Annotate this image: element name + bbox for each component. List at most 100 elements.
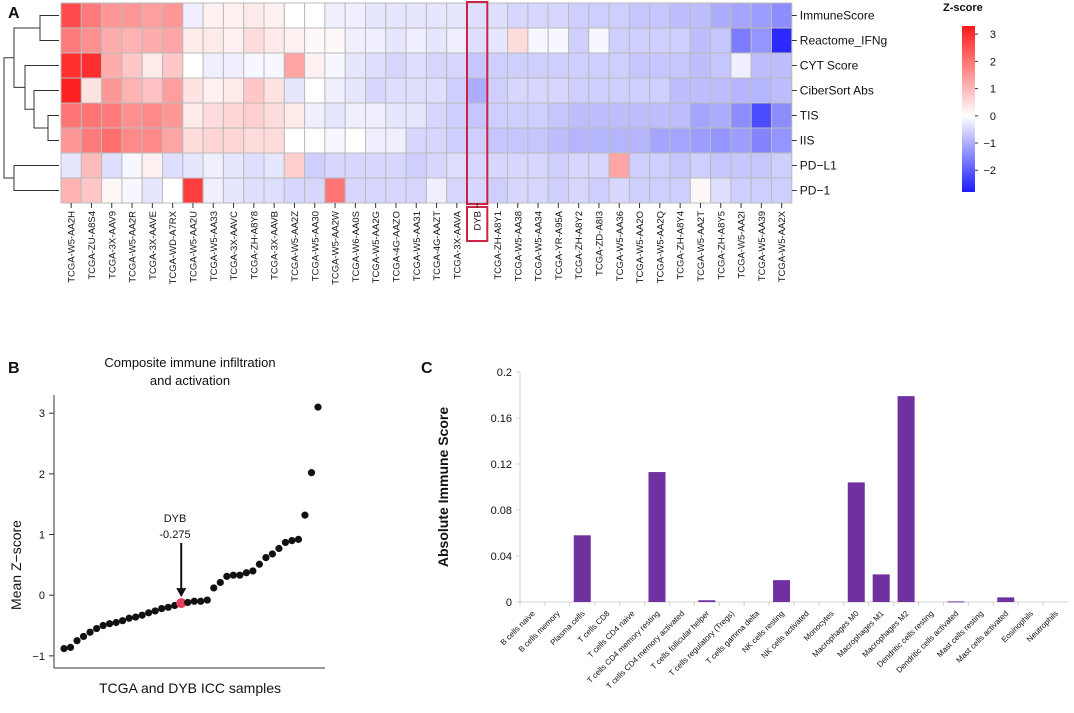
bar bbox=[872, 574, 890, 602]
heatmap-cell bbox=[304, 177, 326, 204]
heatmap-cell bbox=[80, 177, 103, 204]
heatmap-cell bbox=[649, 27, 671, 54]
heatmap-cell bbox=[365, 77, 387, 104]
heatmap-column-label: TCGA-W6-AA0S bbox=[351, 211, 362, 282]
heatmap-cell bbox=[730, 77, 752, 104]
heatmap-cell bbox=[344, 152, 367, 179]
heatmap-column-label: TCGA-W5-AA2G bbox=[371, 211, 382, 283]
heatmap-column-label: TCGA-3X-AAVC bbox=[229, 211, 240, 281]
heatmap-cell bbox=[466, 152, 488, 179]
heatmap-cell bbox=[649, 2, 671, 29]
heatmap-column-label: TCGA-W5-AA31 bbox=[412, 211, 423, 281]
scatter-y-tick-label: 0 bbox=[39, 590, 45, 602]
bar-y-tick-label: 0.08 bbox=[491, 505, 512, 517]
heatmap-cell bbox=[182, 177, 204, 204]
heatmap-cell bbox=[628, 152, 651, 179]
heatmap-column-label: TCGA-ZH-A8Y5 bbox=[716, 211, 727, 280]
heatmap-cell bbox=[283, 177, 306, 204]
heatmap-cell bbox=[182, 152, 204, 179]
heatmap-cell bbox=[283, 127, 306, 154]
scatter-y-tick-label: −1 bbox=[32, 651, 45, 663]
heatmap-column-label: TCGA-W5-AA2R bbox=[128, 211, 139, 283]
heatmap-cell bbox=[608, 102, 630, 129]
heatmap-cell bbox=[486, 177, 509, 204]
heatmap-column-label: TCGA-ZH-A8Y4 bbox=[676, 211, 687, 280]
heatmap-cell bbox=[263, 102, 285, 129]
heatmap-cell bbox=[324, 127, 346, 154]
heatmap-column-label: TCGA-4G-AAZT bbox=[432, 211, 443, 281]
heatmap-cell bbox=[425, 177, 448, 204]
heatmap-column-label: TCGA-W5-AA30 bbox=[310, 211, 321, 281]
heatmap-cell bbox=[365, 2, 387, 29]
heatmap-cell bbox=[141, 52, 163, 79]
scatter-point bbox=[151, 607, 159, 615]
heatmap-cell bbox=[385, 2, 407, 29]
scatter-point bbox=[314, 403, 322, 411]
heatmap-cell bbox=[162, 127, 184, 154]
heatmap-cell bbox=[486, 152, 509, 179]
scatter-point bbox=[132, 613, 140, 621]
heatmap-cell bbox=[446, 27, 468, 54]
scatter-point bbox=[119, 617, 127, 625]
heatmap-cell bbox=[324, 177, 346, 204]
dendrogram-branch bbox=[33, 90, 59, 129]
heatmap-cell bbox=[80, 77, 103, 104]
heatmap-cell bbox=[263, 127, 285, 154]
heatmap-cell bbox=[750, 177, 773, 204]
scatter-point bbox=[229, 571, 237, 579]
heatmap-column-label: TCGA-ZH-A8Y2 bbox=[574, 211, 585, 280]
heatmap-cell bbox=[750, 52, 773, 79]
heatmap-cell bbox=[202, 152, 224, 179]
heatmap-cell bbox=[750, 2, 773, 29]
heatmap-cell bbox=[182, 77, 204, 104]
heatmap-column-label: TCGA-ZH-A8Y1 bbox=[493, 211, 504, 280]
heatmap-cell bbox=[283, 77, 306, 104]
heatmap-cell bbox=[486, 102, 509, 129]
row-dendrogram bbox=[3, 15, 59, 191]
scatter-y-tick-label: 2 bbox=[39, 469, 45, 481]
heatmap-cell bbox=[750, 127, 773, 154]
heatmap-cell bbox=[385, 127, 407, 154]
bar-series bbox=[573, 396, 1015, 603]
heatmap-cell bbox=[304, 27, 326, 54]
heatmap-row-label: CYT Score bbox=[800, 59, 859, 73]
annotation-arrow-head bbox=[176, 588, 187, 598]
heatmap-row-label: TIS bbox=[800, 109, 819, 123]
heatmap-cell bbox=[608, 177, 630, 204]
heatmap-cell bbox=[446, 2, 468, 29]
heatmap-cell bbox=[101, 2, 123, 29]
heatmap-cell bbox=[527, 52, 549, 79]
heatmap-cell bbox=[527, 127, 549, 154]
heatmap-cell bbox=[344, 127, 367, 154]
heatmap-cell bbox=[222, 152, 245, 179]
scatter-point bbox=[275, 544, 283, 553]
heatmap-cell bbox=[263, 152, 285, 179]
scatter-point bbox=[307, 469, 316, 477]
heatmap-cell bbox=[365, 127, 387, 154]
heatmap-cell bbox=[202, 102, 224, 129]
scatter-point bbox=[164, 603, 172, 611]
heatmap-cell bbox=[628, 77, 651, 104]
heatmap-cell bbox=[405, 52, 427, 79]
heatmap-column-label: TCGA-3X-AAV9 bbox=[107, 211, 118, 279]
heatmap-cell bbox=[121, 127, 143, 154]
heatmap-row-label: CiberSort Abs bbox=[800, 84, 874, 98]
heatmap-cell bbox=[588, 27, 610, 54]
heatmap-cell bbox=[689, 2, 712, 29]
dendrogram-branch bbox=[13, 165, 59, 191]
bar bbox=[897, 396, 915, 602]
bar-y-tick-label: 0.12 bbox=[491, 459, 512, 471]
heatmap-cell bbox=[344, 27, 367, 54]
heatmap-cell bbox=[344, 2, 367, 29]
heatmap-cell bbox=[141, 2, 163, 29]
heatmap-cell bbox=[121, 77, 143, 104]
heatmap-cell bbox=[486, 52, 509, 79]
heatmap-cell bbox=[222, 127, 245, 154]
heatmap-cell bbox=[689, 102, 712, 129]
heatmap-cell bbox=[162, 102, 184, 129]
heatmap-cell bbox=[527, 177, 549, 204]
heatmap-cell bbox=[222, 102, 245, 129]
heatmap-cell bbox=[60, 77, 82, 104]
heatmap-cell bbox=[466, 27, 488, 54]
